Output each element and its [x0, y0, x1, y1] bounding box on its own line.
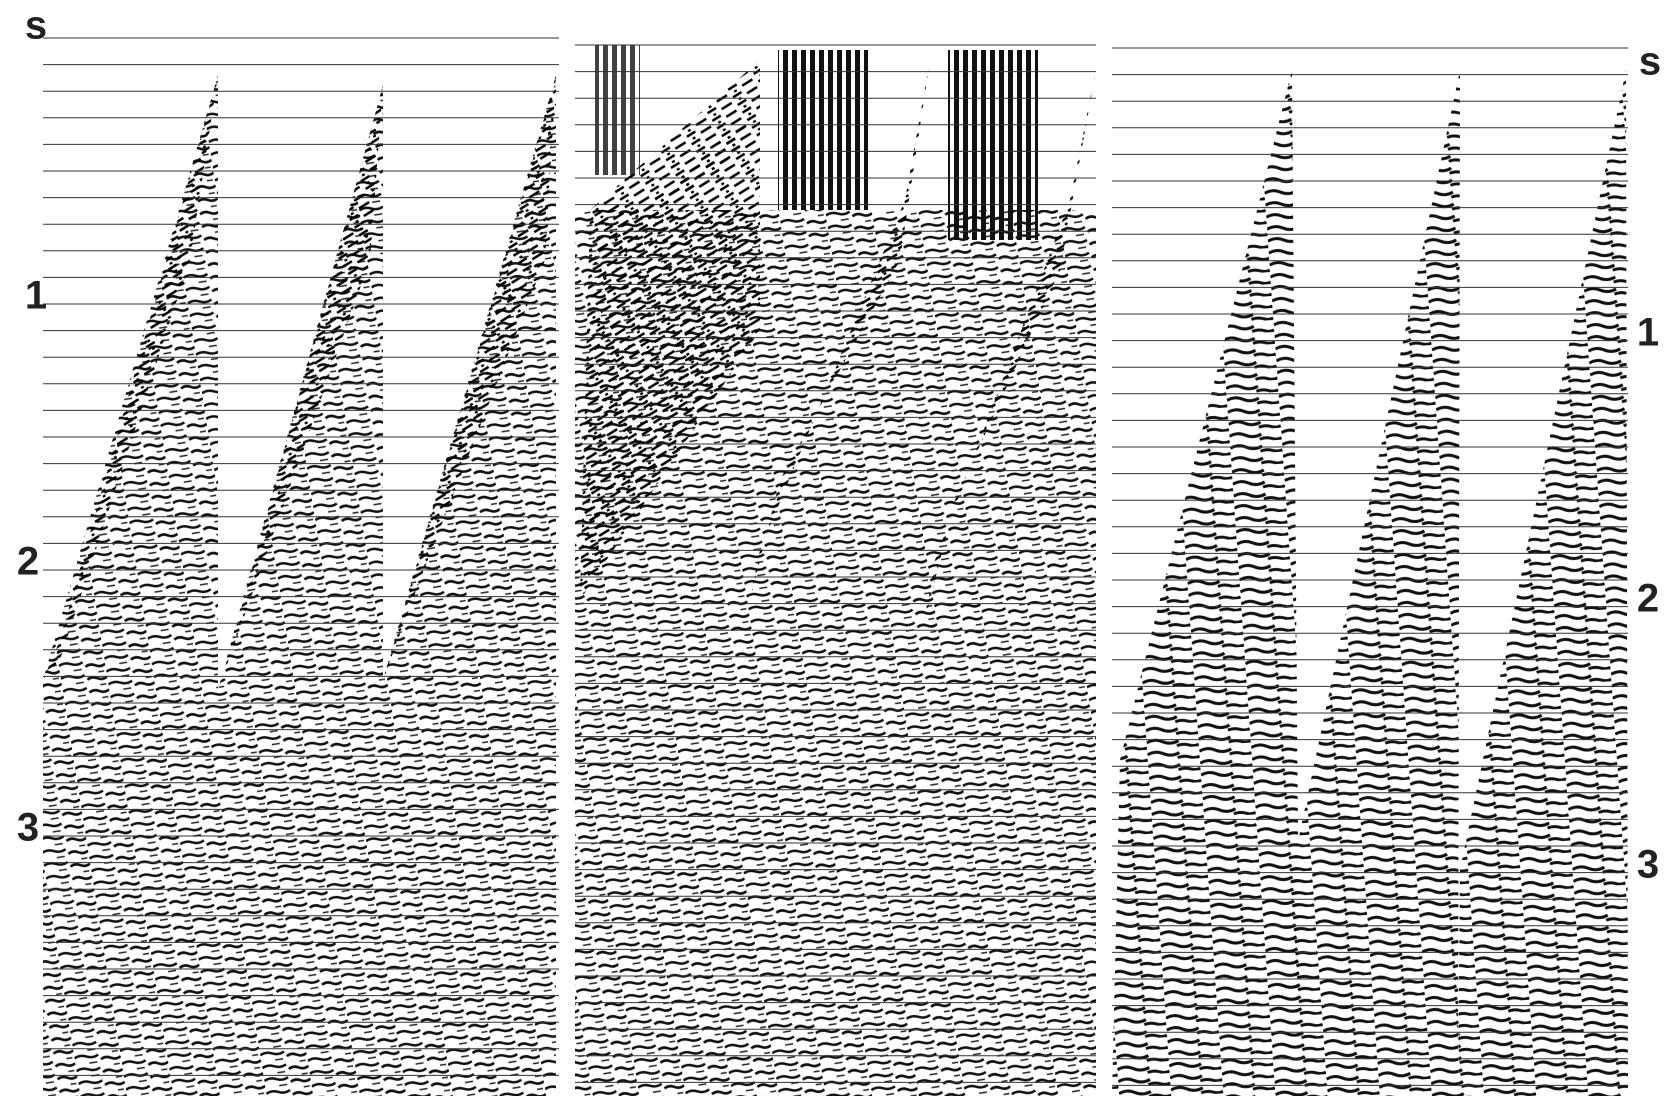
noise-block	[778, 50, 868, 210]
trace-field	[580, 60, 760, 600]
left-axis-unit: s	[25, 4, 47, 48]
noise-block	[595, 45, 640, 175]
first-arrival	[750, 60, 930, 600]
left-axis-tick: 1	[25, 274, 47, 318]
right-axis-tick: 3	[1637, 843, 1659, 887]
noise-block	[948, 50, 1038, 240]
timing-lines	[43, 37, 1628, 1086]
trace-wedge	[1112, 70, 1300, 1096]
panel-3	[1112, 70, 1628, 1096]
right-axis-unit: s	[1639, 40, 1661, 84]
panel-2	[575, 45, 1096, 1096]
trace-wedge	[1458, 70, 1628, 1096]
left-axis-tick: 2	[17, 540, 39, 584]
left-axis-tick: 3	[17, 806, 39, 850]
right-axis-tick: 1	[1637, 311, 1659, 355]
right-axis-tick: 2	[1637, 577, 1659, 621]
trace-wedge	[1292, 70, 1460, 1096]
panels	[43, 45, 1628, 1096]
